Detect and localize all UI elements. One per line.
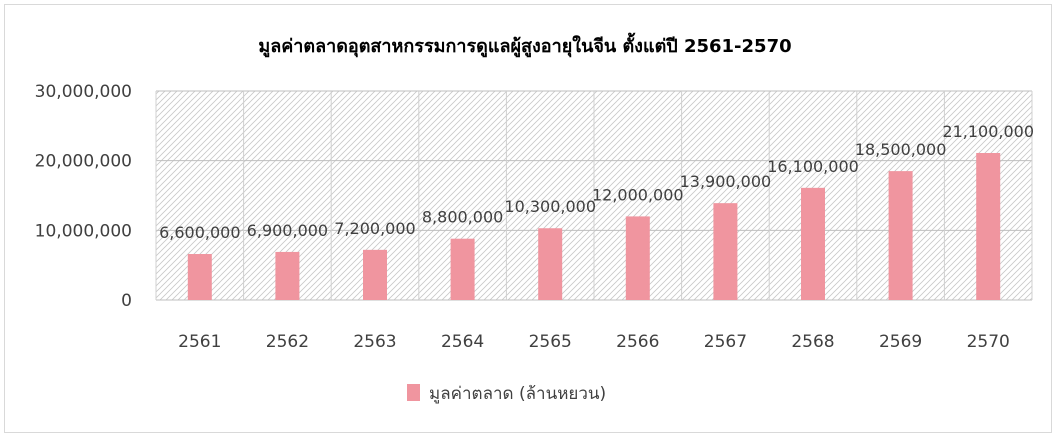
- bar: [713, 203, 738, 300]
- x-tick-label: 2568: [791, 332, 834, 352]
- x-tick-label: 2565: [529, 332, 572, 352]
- data-label: 18,500,000: [855, 140, 947, 159]
- bar: [275, 251, 300, 300]
- chart-svg: มูลค่าตลาดอุตสาหกรรมการดูแลผู้สูงอายุในจ…: [35, 32, 1034, 404]
- bar: [625, 216, 650, 300]
- x-tick-label: 2563: [353, 332, 396, 352]
- legend-swatch: [407, 384, 420, 401]
- x-tick-label: 2567: [704, 332, 747, 352]
- x-tick-label: 2561: [178, 332, 221, 352]
- y-tick-label: 30,000,000: [35, 82, 132, 102]
- bar: [363, 249, 387, 300]
- y-tick-label: 10,000,000: [35, 221, 132, 241]
- y-tick-label: 20,000,000: [35, 152, 132, 172]
- data-label: 21,100,000: [942, 122, 1034, 141]
- x-tick-label: 2569: [879, 332, 922, 352]
- data-label: 12,000,000: [592, 185, 684, 204]
- legend-label: มูลค่าตลาด (ล้านหยวน): [429, 384, 606, 404]
- data-label: 16,100,000: [767, 157, 859, 176]
- bar: [187, 254, 212, 300]
- y-tick-label: 0: [121, 291, 132, 311]
- data-label: 7,200,000: [334, 219, 415, 238]
- x-tick-label: 2564: [441, 332, 484, 352]
- data-label: 10,300,000: [504, 197, 596, 216]
- data-label: 8,800,000: [422, 208, 503, 227]
- x-tick-label: 2566: [616, 332, 659, 352]
- data-label: 6,600,000: [159, 223, 240, 242]
- x-tick-label: 2570: [967, 332, 1010, 352]
- data-label: 6,900,000: [247, 221, 328, 240]
- x-tick-label: 2562: [266, 332, 309, 352]
- chart-title: มูลค่าตลาดอุตสาหกรรมการดูแลผู้สูงอายุในจ…: [258, 32, 791, 58]
- bar: [976, 153, 1001, 300]
- bar: [801, 187, 825, 300]
- bar: [538, 228, 563, 300]
- plot-area: 0 10,000,000 20,000,000 30,000,000 6,600,000…: [35, 82, 1034, 352]
- bar: [450, 238, 475, 300]
- chart-frame: มูลค่าตลาดอุตสาหกรรมการดูแลผู้สูงอายุในจ…: [4, 4, 1052, 433]
- legend: มูลค่าตลาด (ล้านหยวน): [407, 384, 606, 404]
- data-label: 13,900,000: [680, 172, 772, 191]
- bar: [888, 171, 913, 300]
